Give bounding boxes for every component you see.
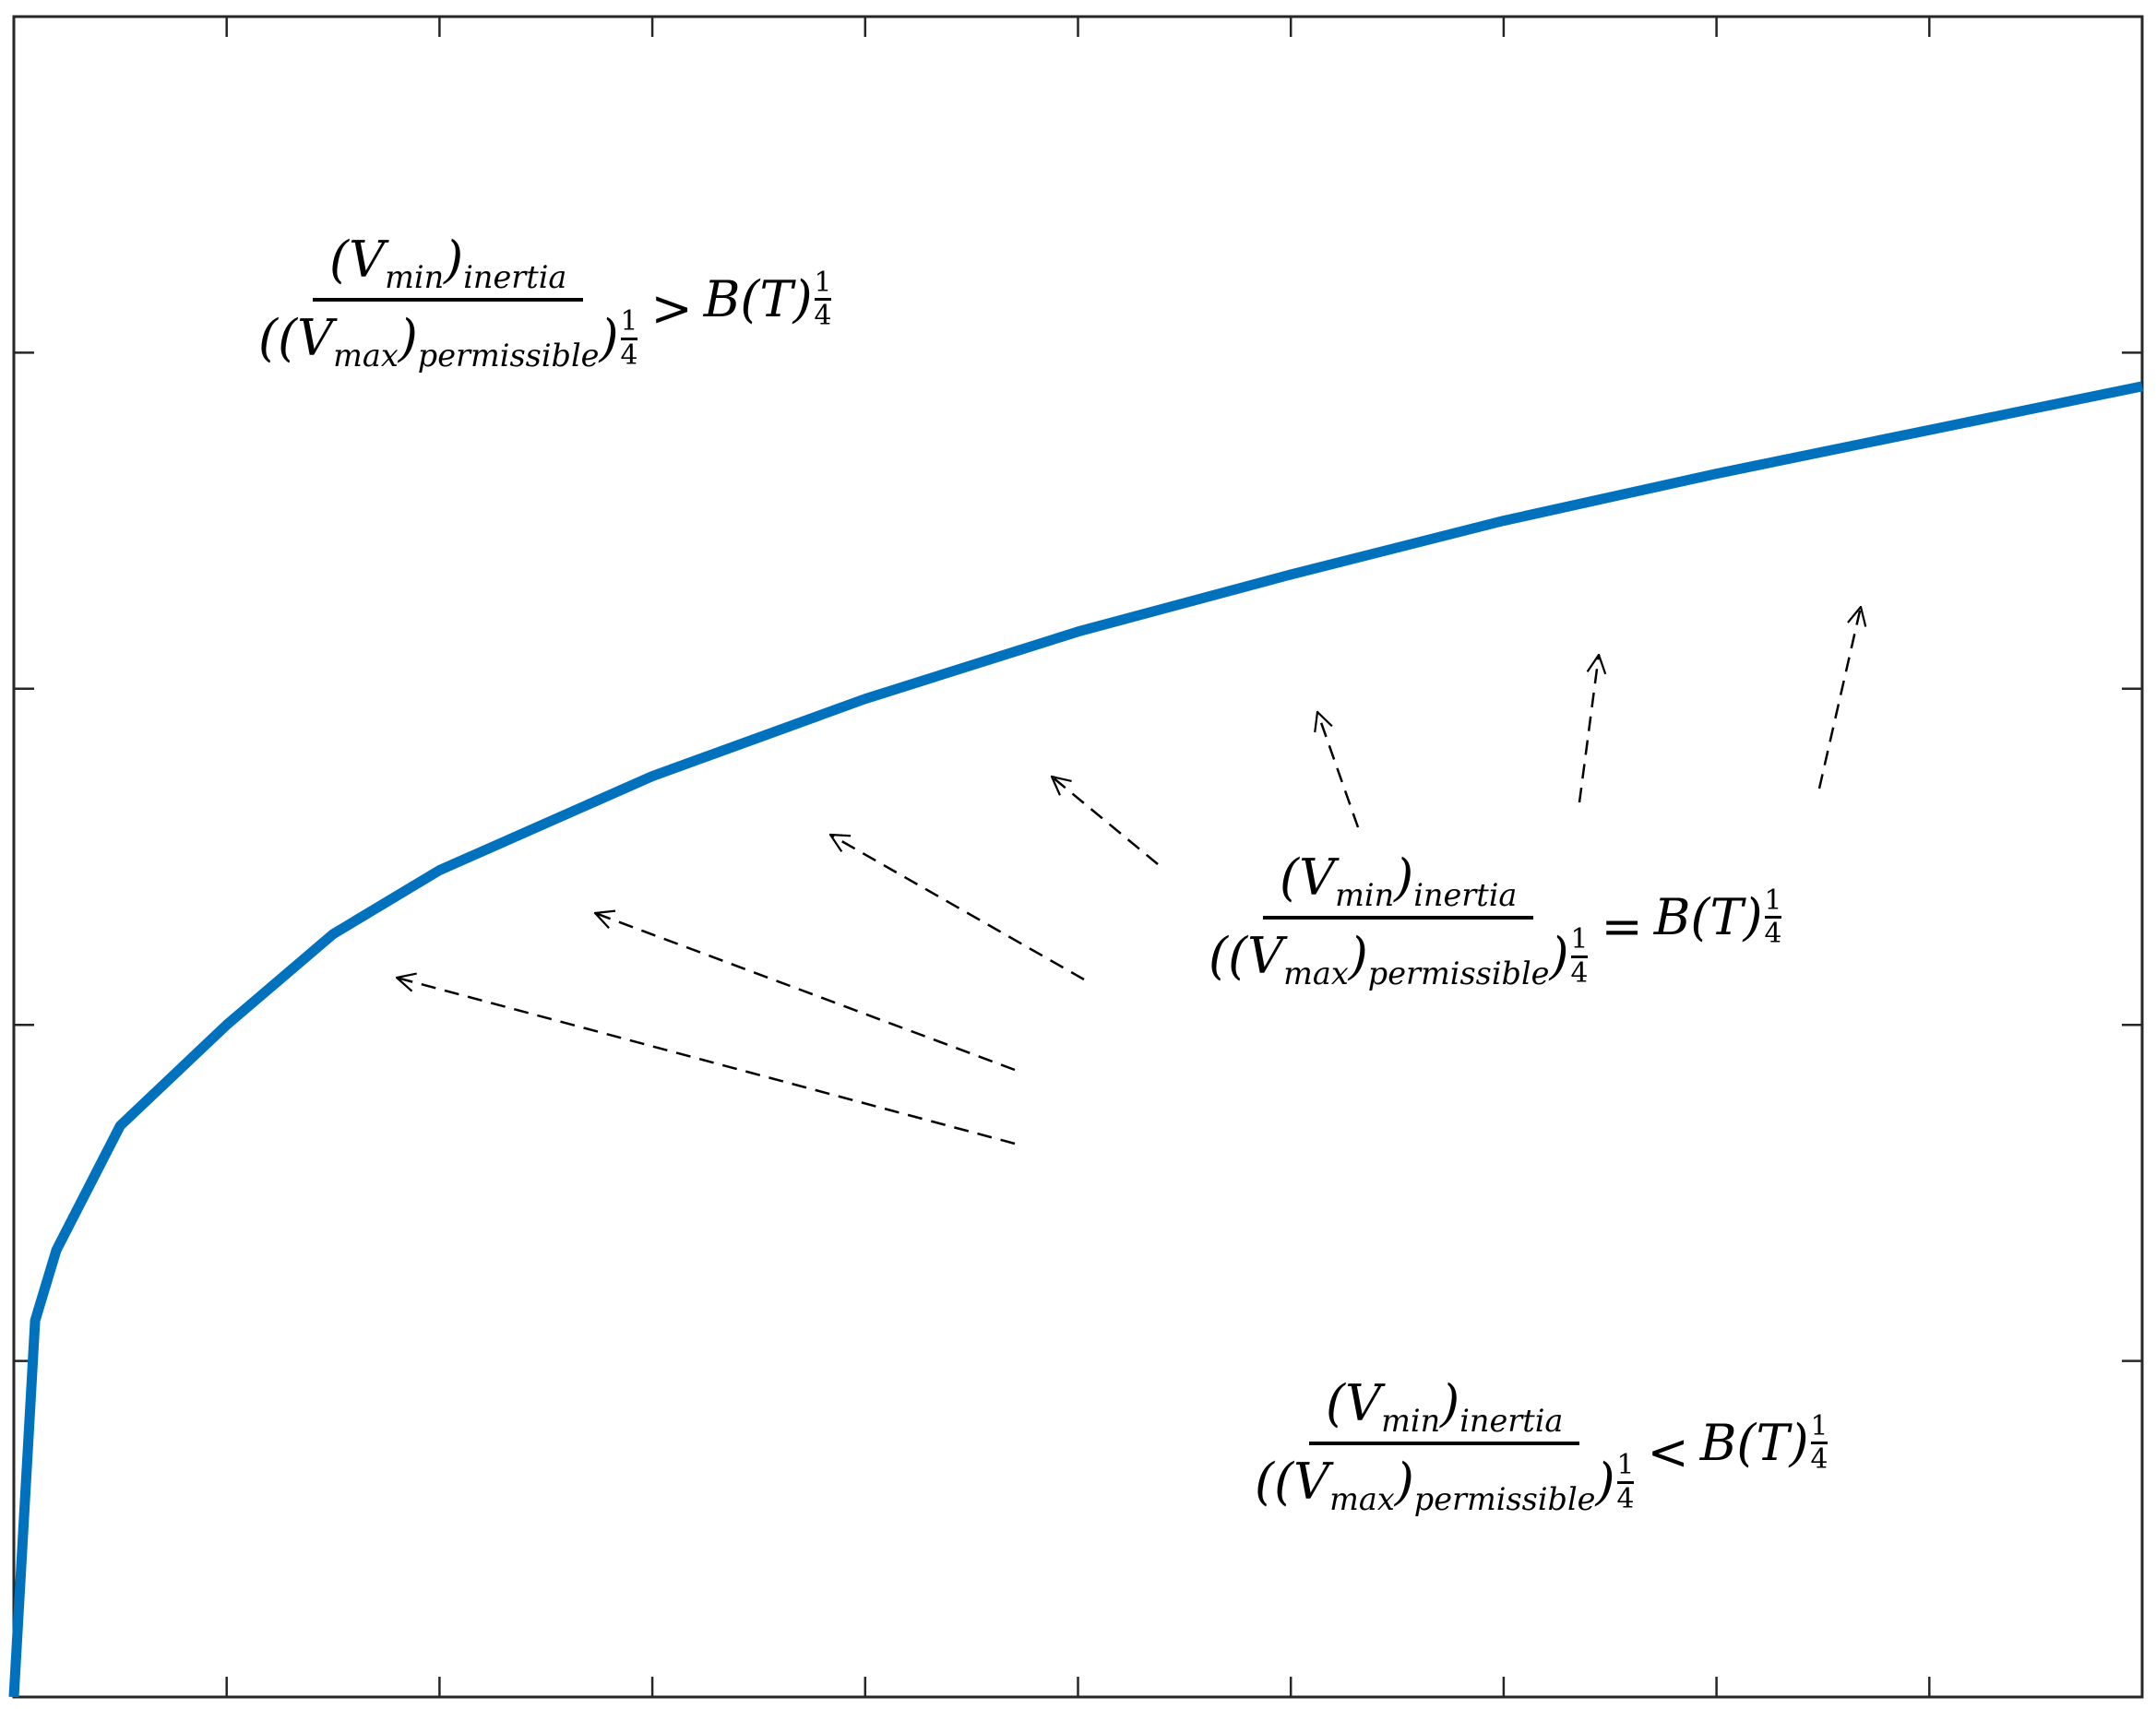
direction-arrow: [595, 913, 1016, 1072]
denominator: ((Vmax)permissible) 1 4: [1209, 923, 1589, 991]
relation-symbol: <: [1647, 1422, 1689, 1481]
direction-arrow: [397, 978, 1016, 1145]
annotation-lower: (Vmin)inertia ((Vmax)permissible) 1 4 < B(T…: [1255, 1374, 1828, 1537]
rhs-term: B(T) 1 4: [1653, 884, 1782, 951]
series-group: [8, 381, 2144, 1698]
fraction: (Vmin)inertia ((Vmax)permissible) 1 4: [1255, 1374, 1635, 1537]
annotation-middle: (Vmin)inertia ((Vmax)permissible) 1 4 = B(T…: [1209, 849, 1782, 1012]
relation-symbol: =: [1601, 896, 1643, 955]
denominator: ((Vmax)permissible) 1 4: [1255, 1449, 1635, 1517]
numerator: (Vmin)inertia: [1263, 849, 1534, 920]
numerator: (Vmin)inertia: [313, 231, 584, 302]
fraction: (Vmin)inertia ((Vmax)permissible) 1 4: [1209, 849, 1589, 1012]
numerator: (Vmin)inertia: [1309, 1374, 1580, 1445]
direction-arrow: [1052, 777, 1159, 865]
rhs-term: B(T) 1 4: [1699, 1409, 1828, 1477]
direction-arrows: [397, 607, 1861, 1145]
rhs-term: B(T) 1 4: [703, 266, 832, 333]
series-line: [8, 381, 2144, 1698]
direction-arrow: [1317, 712, 1360, 828]
axis-ticks: [14, 17, 2142, 1697]
direction-arrow: [1817, 607, 1861, 789]
relation-symbol: >: [650, 279, 693, 338]
direction-arrow: [830, 835, 1085, 981]
fraction: (Vmin)inertia ((Vmax)permissible) 1 4: [258, 231, 638, 394]
direction-arrow: [1578, 655, 1599, 803]
annotation-upper: (Vmin)inertia ((Vmax)permissible) 1 4 > B(T…: [258, 231, 832, 394]
denominator: ((Vmax)permissible) 1 4: [258, 305, 638, 374]
